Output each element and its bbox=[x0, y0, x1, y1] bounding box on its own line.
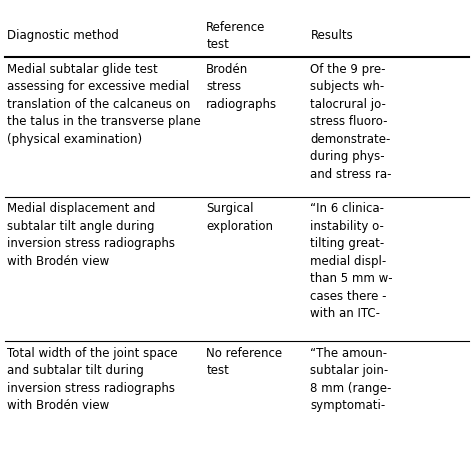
Text: “The amoun-
subtalar join-
8 mm (range-
symptomati-: “The amoun- subtalar join- 8 mm (range- … bbox=[310, 347, 392, 412]
Text: Surgical
exploration: Surgical exploration bbox=[206, 202, 273, 233]
Text: No reference
test: No reference test bbox=[206, 347, 283, 377]
Text: Reference
test: Reference test bbox=[206, 20, 265, 51]
Text: Of the 9 pre-
subjects wh-
talocrural jo-
stress fluoro-
demonstrate-
during phy: Of the 9 pre- subjects wh- talocrural jo… bbox=[310, 63, 392, 181]
Text: Total width of the joint space
and subtalar tilt during
inversion stress radiogr: Total width of the joint space and subta… bbox=[7, 347, 178, 412]
Text: Results: Results bbox=[310, 29, 353, 42]
Text: Brodén
stress
radiographs: Brodén stress radiographs bbox=[206, 63, 277, 110]
Text: Medial displacement and
subtalar tilt angle during
inversion stress radiographs
: Medial displacement and subtalar tilt an… bbox=[7, 202, 175, 268]
Text: Medial subtalar glide test
assessing for excessive medial
translation of the cal: Medial subtalar glide test assessing for… bbox=[7, 63, 201, 146]
Text: Diagnostic method: Diagnostic method bbox=[7, 29, 119, 42]
Text: “In 6 clinica-
instability o-
tilting great-
medial displ-
than 5 mm w-
cases th: “In 6 clinica- instability o- tilting gr… bbox=[310, 202, 393, 320]
